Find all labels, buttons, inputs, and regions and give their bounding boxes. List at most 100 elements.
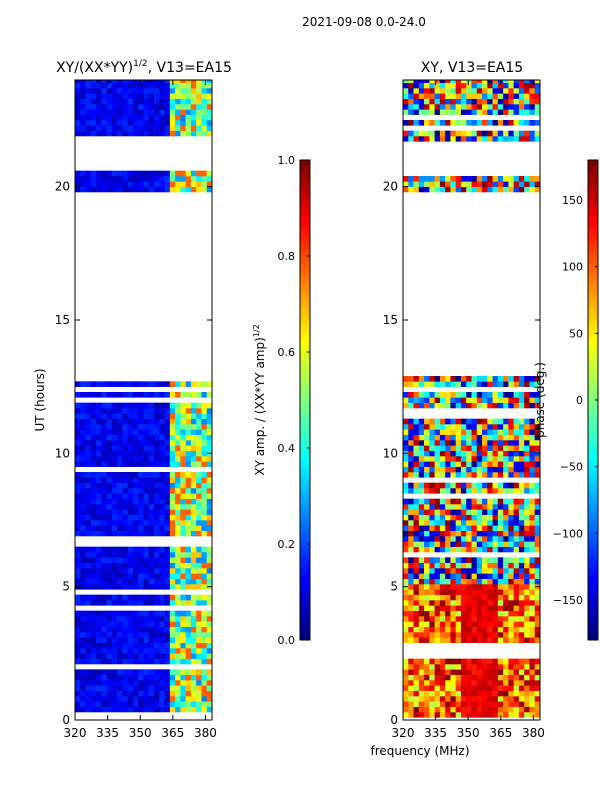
heat-cell bbox=[164, 706, 171, 713]
heat-cell bbox=[164, 637, 171, 643]
heat-cell bbox=[534, 525, 541, 531]
heat-cell bbox=[101, 392, 107, 398]
heat-cell bbox=[180, 680, 186, 686]
heat-cell bbox=[190, 80, 197, 83]
heat-cell bbox=[482, 568, 488, 574]
amp-heatmap bbox=[75, 80, 213, 713]
heat-cell bbox=[122, 170, 128, 177]
heat-cell bbox=[175, 509, 181, 515]
heat-cell bbox=[429, 616, 435, 622]
heat-cell bbox=[524, 392, 530, 398]
heat-cell bbox=[164, 440, 171, 446]
heat-cell bbox=[418, 541, 425, 547]
heat-cell bbox=[96, 616, 102, 622]
heat-cell bbox=[434, 600, 441, 606]
heat-cell bbox=[487, 392, 493, 398]
heat-cell bbox=[429, 376, 435, 382]
heat-cell bbox=[450, 685, 456, 691]
heat-cell bbox=[154, 706, 160, 713]
heat-cell bbox=[106, 130, 113, 137]
heat-cell bbox=[164, 181, 171, 187]
heat-cell bbox=[476, 98, 483, 105]
heat-cell bbox=[471, 680, 478, 686]
heat-cell bbox=[154, 546, 160, 553]
heat-cell bbox=[85, 578, 92, 585]
colorbar-swatch bbox=[588, 550, 598, 556]
heat-cell bbox=[418, 93, 425, 99]
heat-cell bbox=[159, 186, 165, 193]
heat-cell bbox=[471, 546, 478, 553]
heat-cell bbox=[492, 621, 499, 627]
heat-cell bbox=[403, 504, 409, 510]
heat-cell bbox=[439, 568, 446, 574]
heat-cell bbox=[201, 653, 208, 659]
heat-cell bbox=[196, 610, 202, 617]
colorbar-swatch bbox=[300, 375, 310, 381]
heat-cell bbox=[503, 418, 509, 425]
heat-cell bbox=[534, 381, 541, 387]
heat-cell bbox=[492, 589, 499, 595]
heat-cell bbox=[96, 669, 102, 675]
heat-cell bbox=[159, 562, 165, 569]
heat-cell bbox=[482, 80, 488, 83]
heat-cell bbox=[424, 600, 430, 606]
heat-cell bbox=[529, 98, 536, 105]
heat-cell bbox=[518, 658, 525, 665]
heat-cell bbox=[138, 578, 144, 585]
heat-cell bbox=[159, 381, 165, 387]
heat-cell bbox=[148, 648, 155, 654]
heat-cell bbox=[403, 658, 409, 665]
heat-cell bbox=[413, 186, 420, 193]
heat-cell bbox=[439, 696, 446, 702]
heat-cell bbox=[154, 610, 160, 617]
heat-cell bbox=[439, 88, 446, 94]
heat-cell bbox=[497, 562, 504, 569]
heat-cell bbox=[111, 477, 118, 483]
heat-cell bbox=[513, 424, 520, 430]
heat-cell bbox=[180, 685, 186, 691]
heat-cell bbox=[518, 80, 525, 83]
heat-cell bbox=[487, 546, 493, 553]
heat-cell bbox=[466, 104, 472, 110]
heat-cell bbox=[529, 88, 536, 94]
heat-cell bbox=[85, 669, 92, 675]
heat-cell bbox=[106, 482, 113, 489]
heat-cell bbox=[190, 130, 197, 137]
heat-cell bbox=[471, 472, 478, 478]
heat-cell bbox=[101, 186, 107, 193]
heat-cell bbox=[439, 557, 446, 563]
heat-cell bbox=[529, 664, 536, 670]
heat-cell bbox=[164, 600, 171, 606]
heat-cell bbox=[164, 701, 171, 707]
y-tick-label: 20 bbox=[383, 180, 398, 194]
heat-cell bbox=[143, 445, 150, 451]
heat-cell bbox=[450, 397, 456, 403]
heat-cell bbox=[408, 181, 414, 187]
heat-cell bbox=[196, 482, 202, 489]
heat-cell bbox=[445, 402, 451, 409]
heat-cell bbox=[143, 98, 150, 105]
heat-cell bbox=[190, 498, 197, 505]
heat-cell bbox=[497, 488, 504, 494]
heat-cell bbox=[439, 589, 446, 595]
heat-cell bbox=[534, 104, 541, 110]
heat-cell bbox=[164, 120, 171, 126]
heat-cell bbox=[138, 413, 144, 419]
heat-cell bbox=[524, 456, 530, 462]
heat-cell bbox=[429, 578, 435, 585]
heat-cell bbox=[424, 664, 430, 670]
heat-cell bbox=[175, 546, 181, 553]
heat-cell bbox=[180, 514, 186, 521]
heat-cell bbox=[455, 80, 462, 83]
x-tick-label: 335 bbox=[424, 726, 447, 740]
heat-cell bbox=[455, 88, 462, 94]
heat-cell bbox=[117, 98, 123, 105]
colorbar-swatch bbox=[588, 315, 598, 321]
heat-cell bbox=[403, 488, 409, 494]
heat-cell bbox=[450, 568, 456, 574]
colorbar-swatch bbox=[300, 330, 310, 336]
heat-cell bbox=[534, 130, 541, 137]
heat-cell bbox=[439, 176, 446, 182]
heat-cell bbox=[143, 413, 150, 419]
heat-cell bbox=[90, 392, 97, 398]
